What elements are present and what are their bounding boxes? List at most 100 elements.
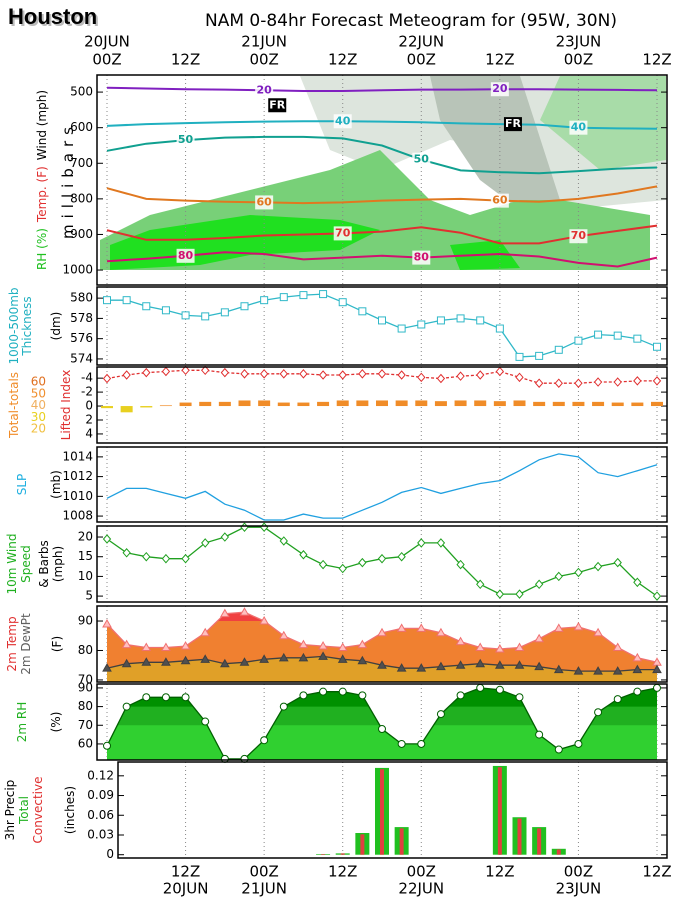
marker (397, 739, 406, 748)
marker (455, 636, 466, 646)
isotherm (106, 251, 658, 268)
bar (340, 853, 345, 855)
location-shadow: Houston (10, 6, 99, 31)
axis-label-part: millibars (59, 121, 77, 239)
bar (513, 400, 526, 407)
y-tick-label: 80 (78, 643, 93, 657)
marker (181, 365, 190, 376)
marker (612, 642, 623, 652)
axis-label-part: 2m RH (15, 702, 29, 743)
axis-label: Lifted Index (59, 370, 73, 441)
area-highlight (217, 612, 265, 622)
marker (299, 691, 308, 700)
marker (613, 331, 622, 340)
y-tick-label: 0.09 (87, 788, 114, 802)
isotherm (106, 120, 658, 130)
isotherm (106, 224, 658, 245)
marker (515, 352, 524, 361)
bar (552, 401, 565, 407)
bar (140, 406, 153, 408)
marker (515, 589, 524, 599)
axis-label: Total-totals (7, 372, 21, 439)
marker (495, 685, 504, 694)
marker (278, 652, 289, 662)
marker (102, 618, 112, 628)
marker (358, 691, 367, 700)
marker (161, 657, 171, 666)
contour-label-bg (255, 195, 274, 210)
marker (574, 739, 583, 748)
time-label: 12Z (642, 863, 671, 881)
marker (534, 579, 544, 590)
marker (141, 657, 152, 666)
y-tick-label: 90 (78, 614, 93, 628)
marker (318, 559, 328, 570)
date-label: 21JUN (241, 880, 287, 898)
marker (593, 666, 603, 675)
y-tick-label: 5 (85, 589, 93, 603)
annotation: FR (505, 117, 522, 130)
contour-label: 80 (414, 251, 430, 264)
marker (219, 608, 230, 618)
y-tick-label: 2 (85, 412, 93, 426)
marker (436, 710, 445, 719)
marker (161, 306, 170, 315)
y-tick-label: 1000 (62, 263, 93, 277)
axis-label-part: Total-totals (7, 372, 21, 439)
marker (299, 291, 308, 300)
marker (456, 691, 465, 700)
axis-label-part: SLP (15, 474, 29, 496)
bar (454, 400, 467, 407)
marker (142, 693, 151, 702)
marker (338, 687, 347, 696)
marker (633, 577, 642, 588)
axis-label-part: & Barbs (37, 540, 51, 588)
axis-label: 3hr Precip (3, 780, 17, 841)
marker (357, 639, 368, 649)
contour-label: 40 (571, 121, 587, 134)
y-tick-label: 700 (70, 156, 93, 170)
contour-label-bg (569, 229, 588, 244)
axis-label-part: (mph) (51, 546, 65, 582)
marker (357, 655, 368, 665)
axis-label-part: (dm) (49, 312, 63, 341)
marker (141, 642, 152, 652)
marker (181, 311, 190, 320)
marker (358, 557, 367, 568)
marker (378, 316, 386, 325)
marker (259, 369, 269, 379)
y-tick-label: 0.03 (87, 827, 114, 841)
marker (260, 296, 269, 305)
marker (594, 330, 603, 339)
y-tick-label: 0 (85, 399, 93, 413)
marker (613, 377, 622, 387)
marker (515, 372, 524, 383)
y-tick-label: 70 (78, 672, 93, 686)
panel-frame (96, 525, 668, 603)
y-tick-label: 1010 (62, 489, 93, 503)
marker (476, 579, 485, 590)
marker (201, 538, 210, 548)
bar (537, 828, 542, 855)
bar (399, 828, 404, 855)
time-label: 00Z (407, 51, 436, 69)
bar (356, 400, 369, 407)
bar (297, 402, 310, 407)
contour-label: 20 (256, 83, 272, 96)
contour-label-bg (412, 250, 431, 265)
marker (319, 687, 328, 696)
marker (652, 376, 662, 386)
marker (279, 702, 288, 711)
marker (121, 639, 132, 649)
panel-frame (96, 446, 668, 523)
y2-tick-label: 30 (31, 410, 46, 424)
marker (416, 663, 427, 672)
bar (277, 402, 290, 407)
time-label: 12Z (485, 51, 514, 69)
axis-label-part: 2m Temp (5, 616, 19, 671)
marker (632, 652, 643, 662)
marker (494, 660, 505, 669)
axis-label: millibars (59, 121, 77, 239)
marker (475, 658, 486, 668)
axis-label: Convective (31, 777, 45, 844)
